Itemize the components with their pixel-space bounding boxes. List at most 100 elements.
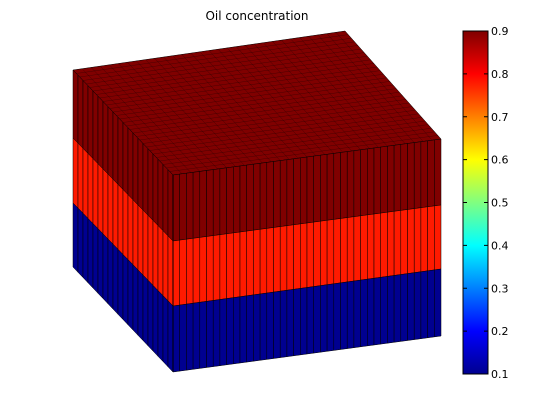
front-cell-middle (279, 225, 288, 292)
front-cell-bottom (326, 283, 335, 352)
front-cell-middle (259, 228, 268, 295)
chart-title: Oil concentration (205, 9, 308, 23)
front-cell-middle (333, 218, 341, 285)
front-cell-middle (353, 215, 361, 282)
front-cell-bottom (346, 280, 355, 349)
front-cell-top (387, 145, 395, 213)
front-cell-bottom (353, 279, 361, 348)
front-cell-bottom (340, 281, 348, 350)
front-cell-top (300, 156, 308, 225)
front-cell-bottom (273, 290, 281, 359)
front-cell-bottom (286, 289, 294, 357)
front-cell-middle (320, 220, 328, 286)
front-cell-middle (346, 216, 355, 283)
front-cell-bottom (219, 298, 227, 366)
front-cell-middle (400, 209, 408, 275)
front-cell-middle (306, 221, 314, 288)
front-cell-top (306, 155, 314, 224)
front-cell-middle (300, 222, 308, 289)
left-cell-top (127, 127, 134, 201)
front-cell-middle (206, 235, 214, 302)
left-cell-bottom (122, 253, 129, 326)
front-cell-bottom (434, 268, 442, 338)
front-cell-bottom (172, 304, 180, 373)
front-cell-bottom (373, 277, 381, 346)
left-cell-middle (167, 235, 174, 307)
front-cell-bottom (407, 272, 415, 341)
front-cell-middle (212, 234, 221, 301)
front-cell-bottom (279, 289, 288, 358)
left-cell-bottom (92, 222, 99, 294)
front-cell-top (420, 140, 428, 208)
colorbar-ticks: 0.1 0.2 0.3 0.4 0.5 0.6 0.7 0.8 0.9 (463, 25, 509, 381)
front-cell-middle (233, 231, 241, 298)
front-cell-top (286, 158, 294, 226)
front-cell-middle (186, 238, 194, 305)
front-cell-bottom (367, 277, 375, 347)
front-cell-bottom (360, 278, 368, 348)
front-cell-bottom (186, 302, 194, 371)
front-cell-middle (293, 223, 301, 290)
front-cell-middle (387, 211, 395, 277)
front-cell-bottom (293, 288, 301, 357)
front-cell-middle (253, 229, 261, 296)
left-cell-bottom (102, 233, 109, 305)
front-cell-bottom (179, 303, 187, 372)
left-cell-bottom (147, 279, 154, 352)
front-cell-bottom (427, 269, 435, 339)
front-cell-top (320, 154, 328, 222)
front-cell-bottom (320, 284, 328, 353)
front-cell-top (233, 165, 241, 234)
front-cell-top (206, 169, 214, 237)
left-cell-bottom (87, 217, 94, 289)
front-cell-bottom (259, 292, 268, 361)
front-cell-middle (373, 212, 381, 279)
front-cell-middle (286, 224, 294, 291)
left-cell-top (137, 137, 144, 211)
left-cell-middle (152, 219, 159, 292)
front-cell-top (259, 162, 268, 230)
front-cell-top (400, 143, 408, 211)
left-cell-top (87, 85, 94, 160)
left-cell-top (122, 121, 129, 196)
left-cell-top (112, 111, 119, 185)
left-cell-bottom (162, 295, 169, 368)
front-cell-bottom (212, 299, 221, 367)
left-cell-bottom (77, 207, 84, 279)
left-cell-top (102, 100, 109, 175)
left-cell-middle (132, 199, 139, 271)
front-cell-bottom (239, 295, 247, 364)
front-cell-top (273, 160, 281, 228)
front-cell-top (427, 139, 435, 208)
left-cell-top (132, 132, 139, 206)
left-cell-bottom (107, 238, 114, 310)
left-cell-bottom (142, 274, 149, 347)
left-cell-middle (117, 183, 124, 256)
left-cell-top (107, 106, 114, 180)
front-cell-middle (413, 207, 422, 273)
left-cell-bottom (82, 212, 89, 284)
block-left-face (72, 69, 174, 373)
left-cell-middle (112, 178, 119, 250)
front-cell-top (346, 150, 355, 218)
front-cell-bottom (393, 274, 402, 343)
front-cell-middle (367, 213, 375, 280)
front-cell-top (333, 152, 341, 220)
front-cell-top (239, 164, 247, 233)
left-cell-middle (72, 137, 79, 209)
front-cell-bottom (192, 302, 201, 370)
colorbar-gradient (462, 30, 489, 375)
left-cell-middle (92, 157, 99, 230)
front-cell-middle (192, 237, 201, 304)
front-cell-bottom (400, 273, 408, 342)
front-cell-bottom (413, 271, 422, 340)
left-cell-bottom (152, 284, 159, 357)
front-cell-bottom (380, 276, 388, 345)
front-cell-top (407, 142, 415, 210)
left-cell-middle (77, 142, 84, 214)
front-cell-middle (239, 230, 247, 298)
top-face-grid (76, 32, 438, 174)
front-cell-top (293, 157, 301, 226)
front-cell-bottom (300, 287, 308, 356)
front-cell-middle (273, 226, 281, 293)
